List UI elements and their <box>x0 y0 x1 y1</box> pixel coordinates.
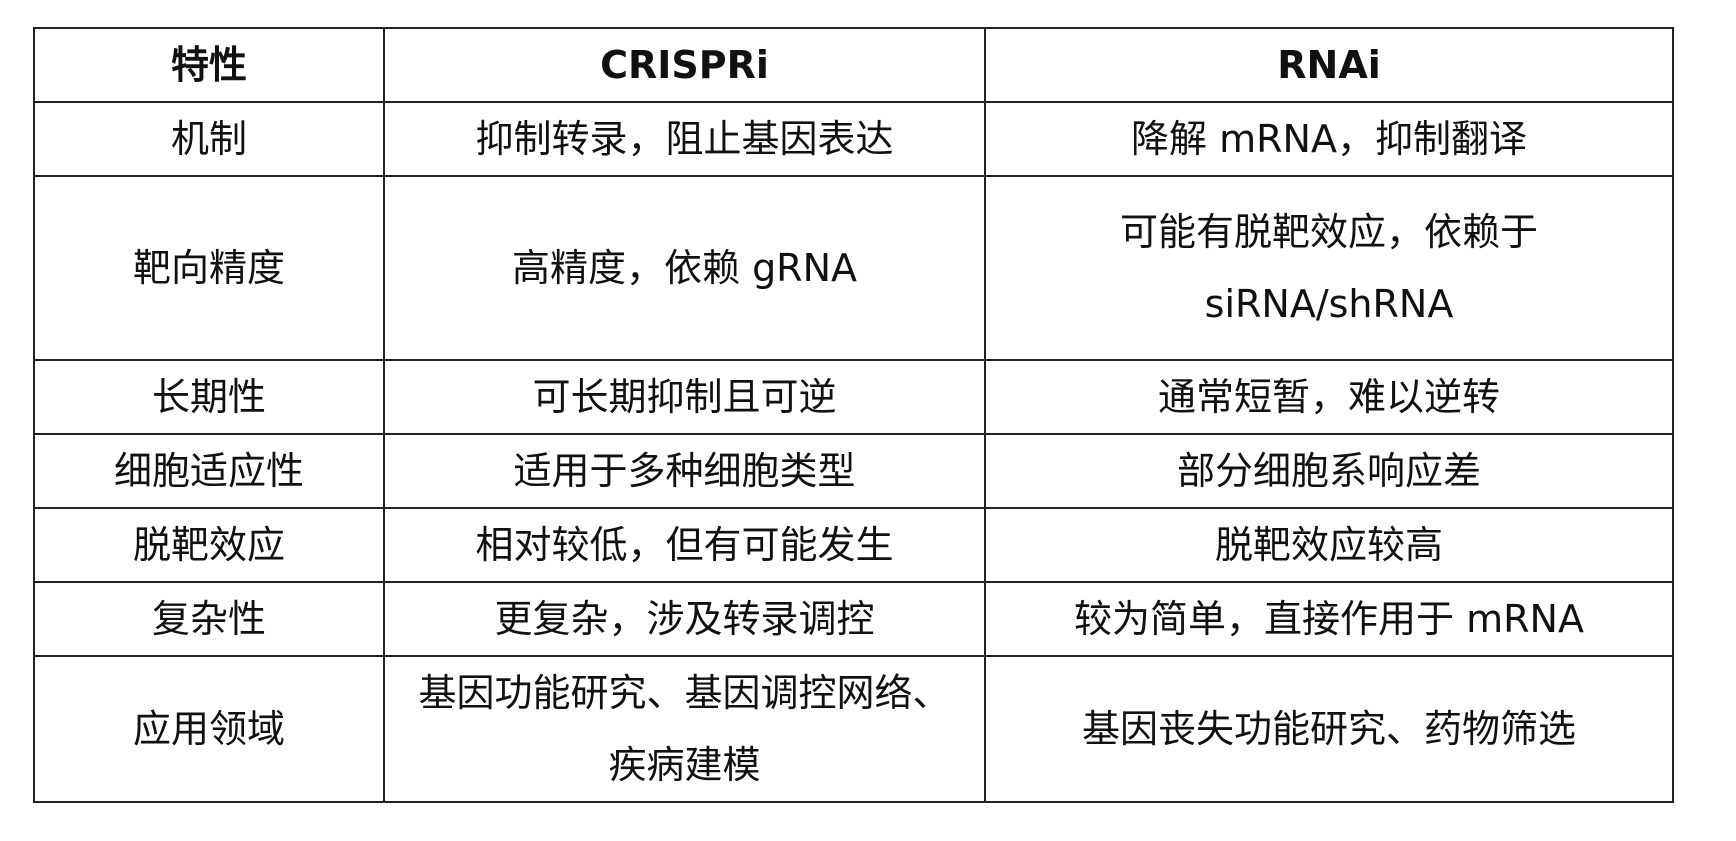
header-rnai: RNAi <box>984 27 1674 103</box>
rnai-cell: 较为简单，直接作用于 mRNA <box>984 581 1674 657</box>
table-row: 靶向精度 高精度，依赖 gRNA 可能有脱靶效应，依赖于 siRNA/shRNA <box>33 175 1674 361</box>
feature-cell: 细胞适应性 <box>33 433 385 509</box>
comparison-table: 特性 CRISPRi RNAi 机制 抑制转录，阻止基因表达 降解 mRNA，抑… <box>33 27 1674 803</box>
crispri-cell: 基因功能研究、基因调控网络、 疾病建模 <box>383 655 986 803</box>
crispri-cell-line: 基因功能研究、基因调控网络、 <box>418 671 951 715</box>
table-row: 机制 抑制转录，阻止基因表达 降解 mRNA，抑制翻译 <box>33 101 1674 177</box>
rnai-cell: 可能有脱靶效应，依赖于 siRNA/shRNA <box>984 175 1674 361</box>
crispri-cell: 抑制转录，阻止基因表达 <box>383 101 986 177</box>
rnai-cell: 部分细胞系响应差 <box>984 433 1674 509</box>
table-row: 复杂性 更复杂，涉及转录调控 较为简单，直接作用于 mRNA <box>33 581 1674 657</box>
rnai-cell: 脱靶效应较高 <box>984 507 1674 583</box>
table-row: 脱靶效应 相对较低，但有可能发生 脱靶效应较高 <box>33 507 1674 583</box>
feature-cell: 长期性 <box>33 359 385 435</box>
crispri-cell: 高精度，依赖 gRNA <box>383 175 986 361</box>
header-crispri: CRISPRi <box>383 27 986 103</box>
header-row: 特性 CRISPRi RNAi <box>33 27 1674 103</box>
table-row: 长期性 可长期抑制且可逆 通常短暂，难以逆转 <box>33 359 1674 435</box>
feature-cell: 机制 <box>33 101 385 177</box>
feature-cell: 脱靶效应 <box>33 507 385 583</box>
table-row: 应用领域 基因功能研究、基因调控网络、 疾病建模 基因丧失功能研究、药物筛选 <box>33 655 1674 803</box>
rnai-cell: 基因丧失功能研究、药物筛选 <box>984 655 1674 803</box>
crispri-cell: 相对较低，但有可能发生 <box>383 507 986 583</box>
crispri-cell-line: 疾病建模 <box>608 743 761 787</box>
crispri-cell: 更复杂，涉及转录调控 <box>383 581 986 657</box>
rnai-cell-line: 可能有脱靶效应，依赖于 <box>1119 210 1538 254</box>
rnai-cell: 通常短暂，难以逆转 <box>984 359 1674 435</box>
feature-cell: 复杂性 <box>33 581 385 657</box>
rnai-cell: 降解 mRNA，抑制翻译 <box>984 101 1674 177</box>
rnai-cell-line: siRNA/shRNA <box>1204 282 1454 326</box>
feature-cell: 应用领域 <box>33 655 385 803</box>
crispri-cell: 适用于多种细胞类型 <box>383 433 986 509</box>
header-feature: 特性 <box>33 27 385 103</box>
crispri-cell: 可长期抑制且可逆 <box>383 359 986 435</box>
table-row: 细胞适应性 适用于多种细胞类型 部分细胞系响应差 <box>33 433 1674 509</box>
feature-cell: 靶向精度 <box>33 175 385 361</box>
